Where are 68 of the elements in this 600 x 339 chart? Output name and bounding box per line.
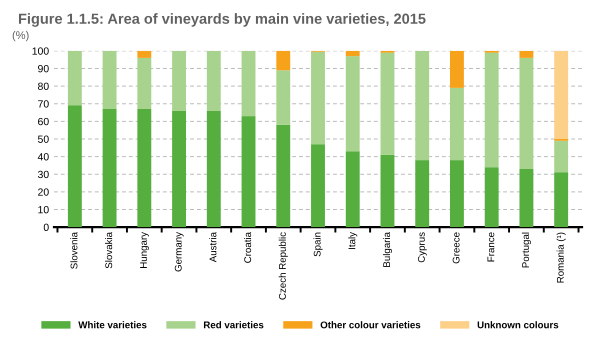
x-tick-label: Italy (348, 232, 358, 249)
bar (346, 56, 360, 152)
bar (206, 50, 221, 111)
bar (380, 154, 394, 228)
bar (450, 160, 464, 228)
bar (554, 140, 568, 172)
bar (519, 50, 534, 58)
y-tick-label: 60 (38, 118, 49, 126)
x-tick-label: Portugal (522, 232, 531, 268)
x-tick-label: Spain (313, 232, 323, 256)
bar (554, 172, 568, 228)
x-tick-label: France (488, 232, 494, 262)
legend-label: White varieties (78, 321, 147, 328)
y-tick-label: 20 (38, 188, 49, 196)
y-tick-label: 70 (38, 100, 49, 108)
bar (137, 50, 152, 58)
bar (68, 105, 82, 228)
x-tick-label: Croatia (244, 232, 252, 263)
y-tick-label: 100 (32, 47, 49, 55)
bar (276, 50, 290, 70)
y-tick-label: 80 (38, 82, 49, 90)
bar (276, 124, 290, 228)
bar (102, 109, 117, 228)
x-tick-label: Cyprus (418, 232, 427, 262)
bar (137, 58, 152, 110)
bar (346, 50, 360, 56)
bar (172, 50, 186, 111)
bar (415, 50, 430, 160)
bar (206, 110, 221, 228)
x-tick-label: Germany (174, 232, 184, 272)
bar (450, 50, 464, 88)
y-tick-label: 10 (38, 206, 49, 214)
bar (102, 50, 117, 110)
bar (172, 110, 186, 228)
bar (311, 52, 325, 144)
bar (450, 88, 464, 160)
y-tick-label: 0 (44, 224, 49, 232)
bar (380, 52, 394, 155)
bar (276, 70, 290, 125)
bar (554, 50, 568, 139)
bar (484, 167, 499, 228)
x-tick-label: Greece (452, 232, 460, 264)
bar (68, 50, 82, 106)
x-tick-label: Bulgaria (382, 232, 392, 267)
x-tick-label: Romania (¹) (556, 232, 566, 283)
bar (346, 151, 360, 228)
bar (242, 116, 256, 228)
bar (242, 50, 256, 116)
bar (311, 144, 325, 228)
legend-label: Red varieties (204, 321, 264, 328)
bar (519, 168, 534, 228)
y-tick-label: 40 (38, 153, 49, 160)
y-axis-title: (%) (12, 30, 29, 42)
x-tick-label: Hungary (140, 232, 149, 268)
legend-label: Other colour varieties (320, 321, 420, 328)
x-tick-label: Austria (209, 232, 216, 262)
bar (137, 109, 152, 228)
bar (484, 52, 499, 168)
y-tick-label: 30 (38, 170, 49, 178)
chart-title: Figure 1.1.5: Area of vineyards by main vine varieties, 2015 (18, 13, 426, 27)
y-tick-label: 90 (38, 64, 49, 72)
bar (415, 160, 430, 228)
x-tick-label: Slovenia (70, 232, 78, 269)
y-tick-label: 50 (38, 135, 49, 143)
x-tick-label: Czech Republic (278, 232, 288, 300)
bar (519, 58, 534, 169)
x-tick-label: Slovakia (105, 232, 112, 268)
legend-label: Unknown colours (478, 321, 558, 328)
